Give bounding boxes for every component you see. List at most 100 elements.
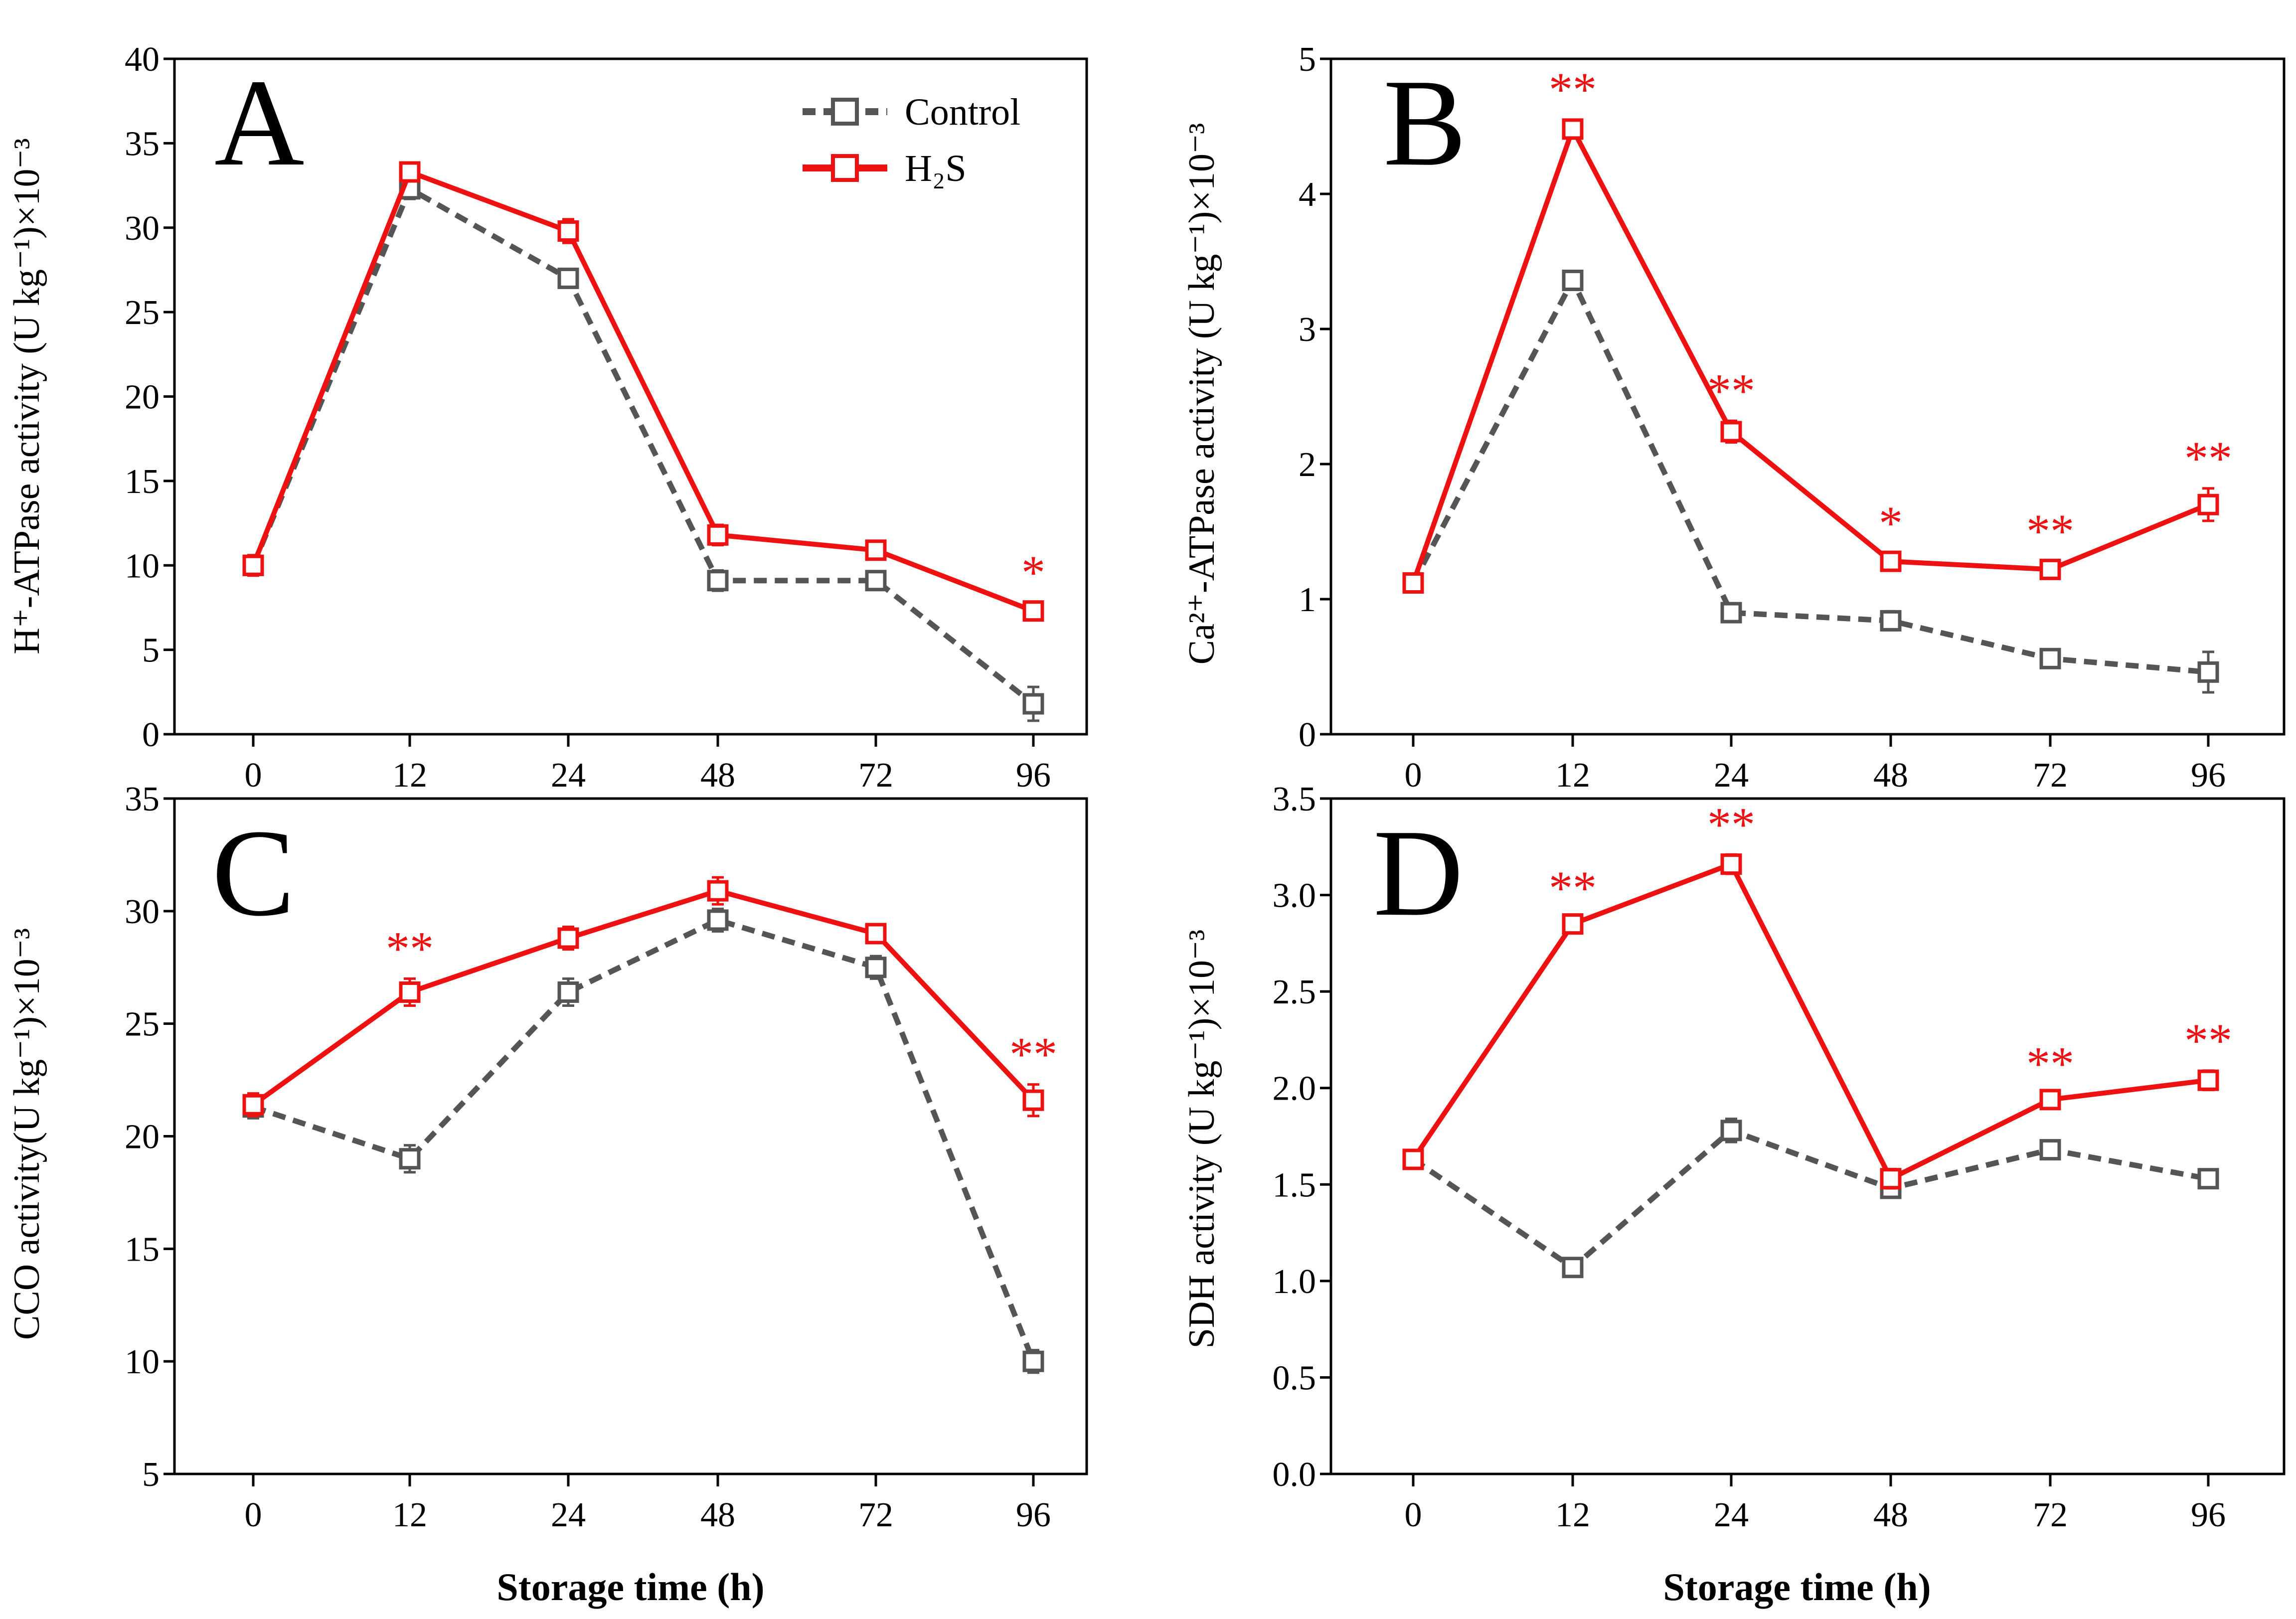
panel-c-significance-marker: ** — [1009, 1028, 1057, 1081]
panel-b-significance: ***** **** — [1549, 63, 2232, 558]
panel-a-y-tick-label: 0 — [142, 716, 160, 754]
panel-b-x-tick-label: 48 — [1873, 756, 1908, 795]
panel-b-letter: B — [1383, 54, 1467, 192]
panel-a-y-tick-label: 20 — [125, 378, 160, 417]
panel-a-y-tick-label: 40 — [125, 40, 160, 79]
panel-b-x-tick-label: 12 — [1555, 756, 1590, 795]
panel-c-x-ticks: 0 12 24 48 72 96 — [245, 1474, 1051, 1534]
panel-c-control-line — [252, 917, 1036, 1363]
panel-c-control-point — [399, 1148, 421, 1170]
panel-d-y-axis-label: SDH activity (U kg⁻¹)×10⁻³ — [1181, 930, 1222, 1348]
panel-b-h2s-point — [2197, 493, 2219, 515]
panel-c-control-point — [707, 909, 729, 931]
panel-b-control-point — [1880, 610, 1902, 632]
panel-c-frame — [173, 797, 1088, 1475]
panel-b-x-tick-label: 72 — [2033, 756, 2068, 795]
panel-c-x-axis-label: Storage time (h) — [496, 1565, 764, 1609]
panel-b-x-tick-label: 0 — [1405, 756, 1422, 795]
panel-b-control-point — [1720, 602, 1742, 624]
legend-control-marker — [831, 98, 859, 126]
panel-d-x-ticks: 0 12 24 48 72 96 — [1405, 1474, 2226, 1534]
panel-b-control-line — [1411, 274, 2209, 675]
panel-b-control-point — [2197, 661, 2219, 683]
panel-d-significance-marker: ** — [2026, 1037, 2074, 1090]
panel-c-x-tick-label: 24 — [551, 1496, 586, 1534]
panel-b-y-tick-label: 2 — [1299, 446, 1316, 484]
panel-a-y-tick-label: 5 — [142, 632, 160, 670]
legend-control-label: Control — [905, 91, 1020, 133]
panel-d-significance: ** ** ** ** — [1549, 798, 2232, 1090]
panel-a-h2s-point — [399, 161, 421, 183]
panel-c-h2s-point — [865, 923, 887, 945]
panel-a-h2s-line — [251, 168, 1034, 614]
panel-d-y-tick-label: 2.0 — [1273, 1070, 1316, 1108]
panel-b-y-tick-label: 1 — [1299, 581, 1316, 619]
panel-b-significance-marker: * — [1879, 496, 1903, 550]
panel-a-control-point — [557, 267, 579, 289]
panel-d-x-tick-label: 96 — [2191, 1496, 2226, 1534]
panel-d-significance-marker: ** — [1707, 798, 1755, 851]
panel-c-y-tick-label: 5 — [142, 1456, 160, 1494]
panel-d-h2s-point — [1562, 913, 1584, 935]
panel-c-y-tick-label: 35 — [125, 780, 160, 818]
panel-c-y-tick-label: 30 — [125, 893, 160, 931]
panel-d-control-point — [1562, 1257, 1584, 1279]
panel-b-series — [1402, 118, 2219, 694]
panel-d: 0.00.51.01.52.02.53.03.5 0 12 24 48 72 96 ***… — [1181, 780, 2286, 1609]
panel-b-y-tick-label: 3 — [1299, 311, 1316, 349]
panel-a-significance: * — [1021, 546, 1045, 599]
panel-d-control-line — [1411, 1127, 2209, 1271]
panel-c-control-point — [865, 957, 887, 978]
panel-d-control-point — [2197, 1168, 2219, 1190]
panel-a-h2s-point — [242, 554, 264, 576]
panel-d-significance-marker: ** — [2184, 1014, 2232, 1067]
panel-c-x-tick-label: 0 — [245, 1496, 262, 1534]
panel-a-x-tick-label: 12 — [392, 756, 427, 795]
panel-a-y-tick-label: 30 — [125, 209, 160, 248]
panel-b-h2s-point — [1402, 572, 1424, 594]
panel-b-significance-marker: ** — [2184, 432, 2232, 485]
panel-b-h2s-point — [1562, 118, 1584, 140]
panel-c-significance-marker: ** — [386, 922, 434, 975]
panel-d-h2s-line — [1411, 861, 2209, 1182]
panel-d-x-axis-label: Storage time (h) — [1663, 1565, 1931, 1609]
panel-c-x-tick-label: 12 — [392, 1496, 427, 1534]
panel-d-x-tick-label: 48 — [1873, 1496, 1908, 1534]
panel-b-y-ticks: 0 1 2 3 4 5 — [1299, 40, 1331, 754]
panel-c-h2s-line — [252, 888, 1035, 1107]
panel-b-x-ticks: 0 12 24 48 72 96 — [1405, 734, 2226, 795]
panel-d-x-tick-label: 12 — [1555, 1496, 1590, 1534]
panel-a-series — [242, 161, 1044, 722]
panel-d-significance-marker: ** — [1549, 861, 1597, 915]
panel-c-x-tick-label: 48 — [700, 1496, 735, 1534]
panel-d-h2s-point — [1720, 853, 1742, 875]
panel-c-significance: ** ** — [386, 922, 1057, 1081]
panel-d-h2s-point — [2197, 1069, 2219, 1091]
panel-d-y-tick-label: 0.0 — [1273, 1456, 1316, 1494]
panel-a-y-ticks: 0 5 10 15 20 25 30 35 40 — [125, 40, 174, 754]
panel-b-control-point — [1562, 269, 1584, 291]
panel-c-h2s-point — [1022, 1089, 1044, 1111]
legend-h2s-label: H₂S — [905, 148, 967, 189]
panel-d-series — [1402, 853, 2219, 1279]
panel-c-control-point — [1022, 1350, 1044, 1372]
panel-b-significance-marker: ** — [1549, 63, 1597, 116]
panel-a-h2s-point — [1022, 600, 1044, 622]
panel-a-x-tick-label: 96 — [1016, 756, 1051, 795]
panel-b-y-axis-label: Ca²⁺-ATPase activity (U kg⁻¹)×10⁻³ — [1181, 123, 1222, 665]
panel-d-y-ticks: 0.0 0.5 1.0 1.5 2.0 2.5 3.0 3.5 — [1273, 780, 1331, 1494]
panel-d-h2s-point — [1880, 1168, 1902, 1190]
panel-a-significance-marker: * — [1021, 546, 1045, 599]
panel-b-y-tick-label: 4 — [1299, 175, 1316, 214]
panel-a-y-tick-label: 15 — [125, 463, 160, 501]
panel-a-x-ticks: 0 12 24 48 72 96 — [245, 734, 1051, 795]
panel-c: 5 10 15 20 25 30 35 0 12 24 48 72 96 ** ** C CCO act… — [6, 780, 1088, 1609]
panel-a-control-point — [1022, 693, 1044, 715]
panel-a-letter: A — [214, 54, 305, 192]
panel-c-h2s-point — [399, 981, 421, 1003]
panel-c-x-tick-label: 96 — [1016, 1496, 1051, 1534]
panel-c-y-tick-label: 10 — [125, 1343, 160, 1381]
panel-d-x-tick-label: 0 — [1405, 1496, 1422, 1534]
